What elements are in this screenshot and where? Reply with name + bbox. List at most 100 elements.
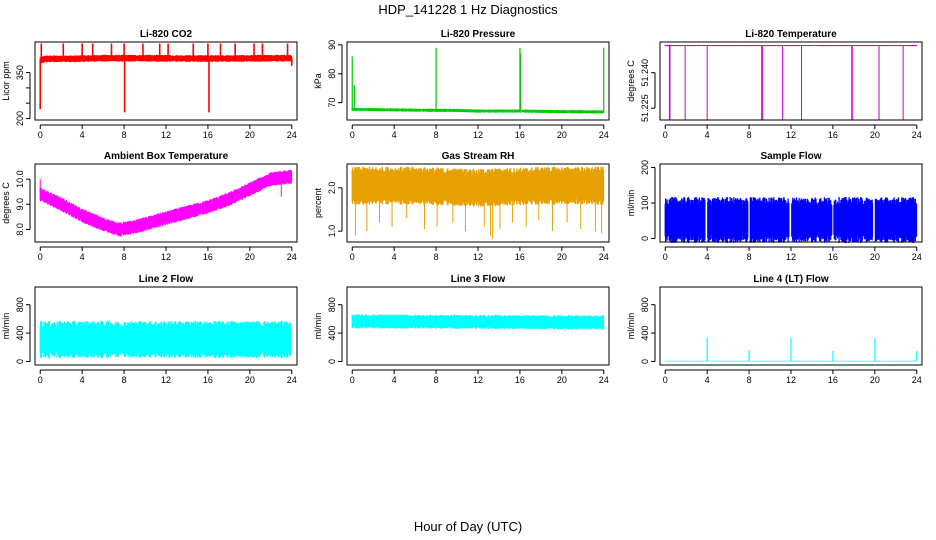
chart-panel-7: Line 2 Flow ml/min 0 4 8 12 16 20 24 0 400 800 <box>1 274 298 385</box>
x-tick-label: 20 <box>557 252 567 262</box>
y-axis-label: degrees C <box>1 182 11 224</box>
series-band-strokes <box>351 107 605 114</box>
figure-x-axis-label: Hour of Day (UTC) <box>414 519 522 534</box>
y-tick-label: 90 <box>327 40 337 50</box>
x-tick-label: 16 <box>515 130 525 140</box>
x-tick-label: 8 <box>122 252 127 262</box>
x-tick-label: 16 <box>203 130 213 140</box>
x-tick-label: 4 <box>392 375 397 385</box>
y-tick-label: 100 <box>640 195 650 210</box>
chart-panel-5: Gas Stream RH percent 0 4 8 12 16 20 24 1.0 2.0 <box>313 151 610 262</box>
y-axis-label: ml/min <box>626 313 636 340</box>
panel-title: Line 3 Flow <box>451 274 506 285</box>
y-tick-label: 10.0 <box>15 170 25 188</box>
series-band-strokes <box>39 169 293 237</box>
series-band-strokes <box>664 197 918 244</box>
x-tick-label: 4 <box>80 252 85 262</box>
x-tick-label: 0 <box>350 130 355 140</box>
plot-frame <box>346 286 610 366</box>
x-tick-label: 8 <box>434 375 439 385</box>
figure-title: HDP_141228 1 Hz Diagnostics <box>378 2 558 17</box>
series-band <box>664 197 918 244</box>
x-tick-label: 12 <box>786 130 796 140</box>
y-tick-label: 800 <box>15 297 25 312</box>
plot-frame <box>34 41 298 121</box>
x-tick-label: 12 <box>473 130 483 140</box>
y-axis-label: ml/min <box>1 313 11 340</box>
plot-frame <box>659 41 923 121</box>
y-tick-label: 400 <box>327 326 337 341</box>
x-tick-label: 24 <box>912 130 922 140</box>
x-tick-label: 0 <box>38 375 43 385</box>
panel-title: Li-820 Temperature <box>745 29 837 40</box>
plot-frame <box>346 41 610 121</box>
x-tick-label: 16 <box>828 375 838 385</box>
y-tick-label: 8.0 <box>15 223 25 236</box>
series-band-strokes <box>351 166 605 207</box>
x-tick-label: 4 <box>392 130 397 140</box>
chart-panel-2: Li-820 Pressure kPa 0 4 8 12 16 20 24 70 80 90 <box>313 29 610 140</box>
y-tick-label: 0 <box>15 359 25 364</box>
y-tick-label: 200 <box>15 111 25 126</box>
y-tick-label: 0 <box>327 359 337 364</box>
series-band-strokes <box>664 44 918 47</box>
x-tick-label: 0 <box>38 130 43 140</box>
y-axis-label: degrees C <box>626 60 636 102</box>
x-tick-label: 0 <box>663 252 668 262</box>
y-axis-label: ml/min <box>626 190 636 217</box>
y-axis-label: Licor ppm <box>1 61 11 101</box>
series-band <box>39 320 292 359</box>
series-band <box>351 314 605 330</box>
x-tick-label: 0 <box>350 252 355 262</box>
y-tick-label: 800 <box>327 297 337 312</box>
y-tick-label: 400 <box>640 326 650 341</box>
x-tick-label: 12 <box>161 252 171 262</box>
series-band-strokes <box>39 320 292 359</box>
x-tick-label: 20 <box>870 252 880 262</box>
x-tick-label: 8 <box>434 252 439 262</box>
x-tick-label: 12 <box>161 130 171 140</box>
y-axis-label: ml/min <box>313 313 323 340</box>
x-tick-label: 20 <box>245 252 255 262</box>
x-tick-label: 24 <box>599 130 609 140</box>
y-tick-label: 800 <box>640 297 650 312</box>
y-tick-label: 400 <box>15 326 25 341</box>
x-tick-label: 0 <box>663 130 668 140</box>
x-tick-label: 8 <box>747 130 752 140</box>
x-tick-label: 24 <box>287 375 297 385</box>
x-tick-label: 16 <box>828 130 838 140</box>
x-tick-label: 20 <box>870 130 880 140</box>
y-tick-label: 0 <box>640 359 650 364</box>
y-tick-label: 70 <box>327 98 337 108</box>
chart-panel-3: Li-820 Temperature degrees C 0 4 8 12 16 20 24 51… <box>626 29 923 140</box>
x-tick-label: 4 <box>705 252 710 262</box>
y-tick-label: 0 <box>640 236 650 241</box>
x-tick-label: 20 <box>245 130 255 140</box>
chart-panel-9: Line 4 (LT) Flow ml/min 0 4 8 12 16 20 24 0 400 800 <box>626 274 923 385</box>
panel-title: Line 4 (LT) Flow <box>753 274 829 285</box>
x-tick-label: 24 <box>912 375 922 385</box>
plot-frame <box>34 163 298 243</box>
panel-title: Gas Stream RH <box>442 151 515 162</box>
plot-frame <box>34 286 298 366</box>
x-tick-label: 16 <box>828 252 838 262</box>
chart-panel-6: Sample Flow ml/min 0 4 8 12 16 20 24 0 100 200 <box>626 151 923 262</box>
series-band <box>351 107 605 114</box>
x-tick-label: 24 <box>287 252 297 262</box>
x-tick-label: 12 <box>786 375 796 385</box>
plot-frame <box>659 163 923 243</box>
x-tick-label: 4 <box>80 375 85 385</box>
panel-title: Ambient Box Temperature <box>104 151 229 162</box>
x-tick-label: 0 <box>350 375 355 385</box>
panel-title: Li-820 Pressure <box>441 29 516 40</box>
x-tick-label: 4 <box>705 375 710 385</box>
panel-title: Line 2 Flow <box>139 274 194 285</box>
x-tick-label: 8 <box>747 252 752 262</box>
x-tick-label: 16 <box>515 252 525 262</box>
y-axis-label: kPa <box>313 73 323 89</box>
x-tick-label: 20 <box>870 375 880 385</box>
y-tick-label: 51.225 <box>640 94 650 122</box>
x-tick-label: 16 <box>203 252 213 262</box>
